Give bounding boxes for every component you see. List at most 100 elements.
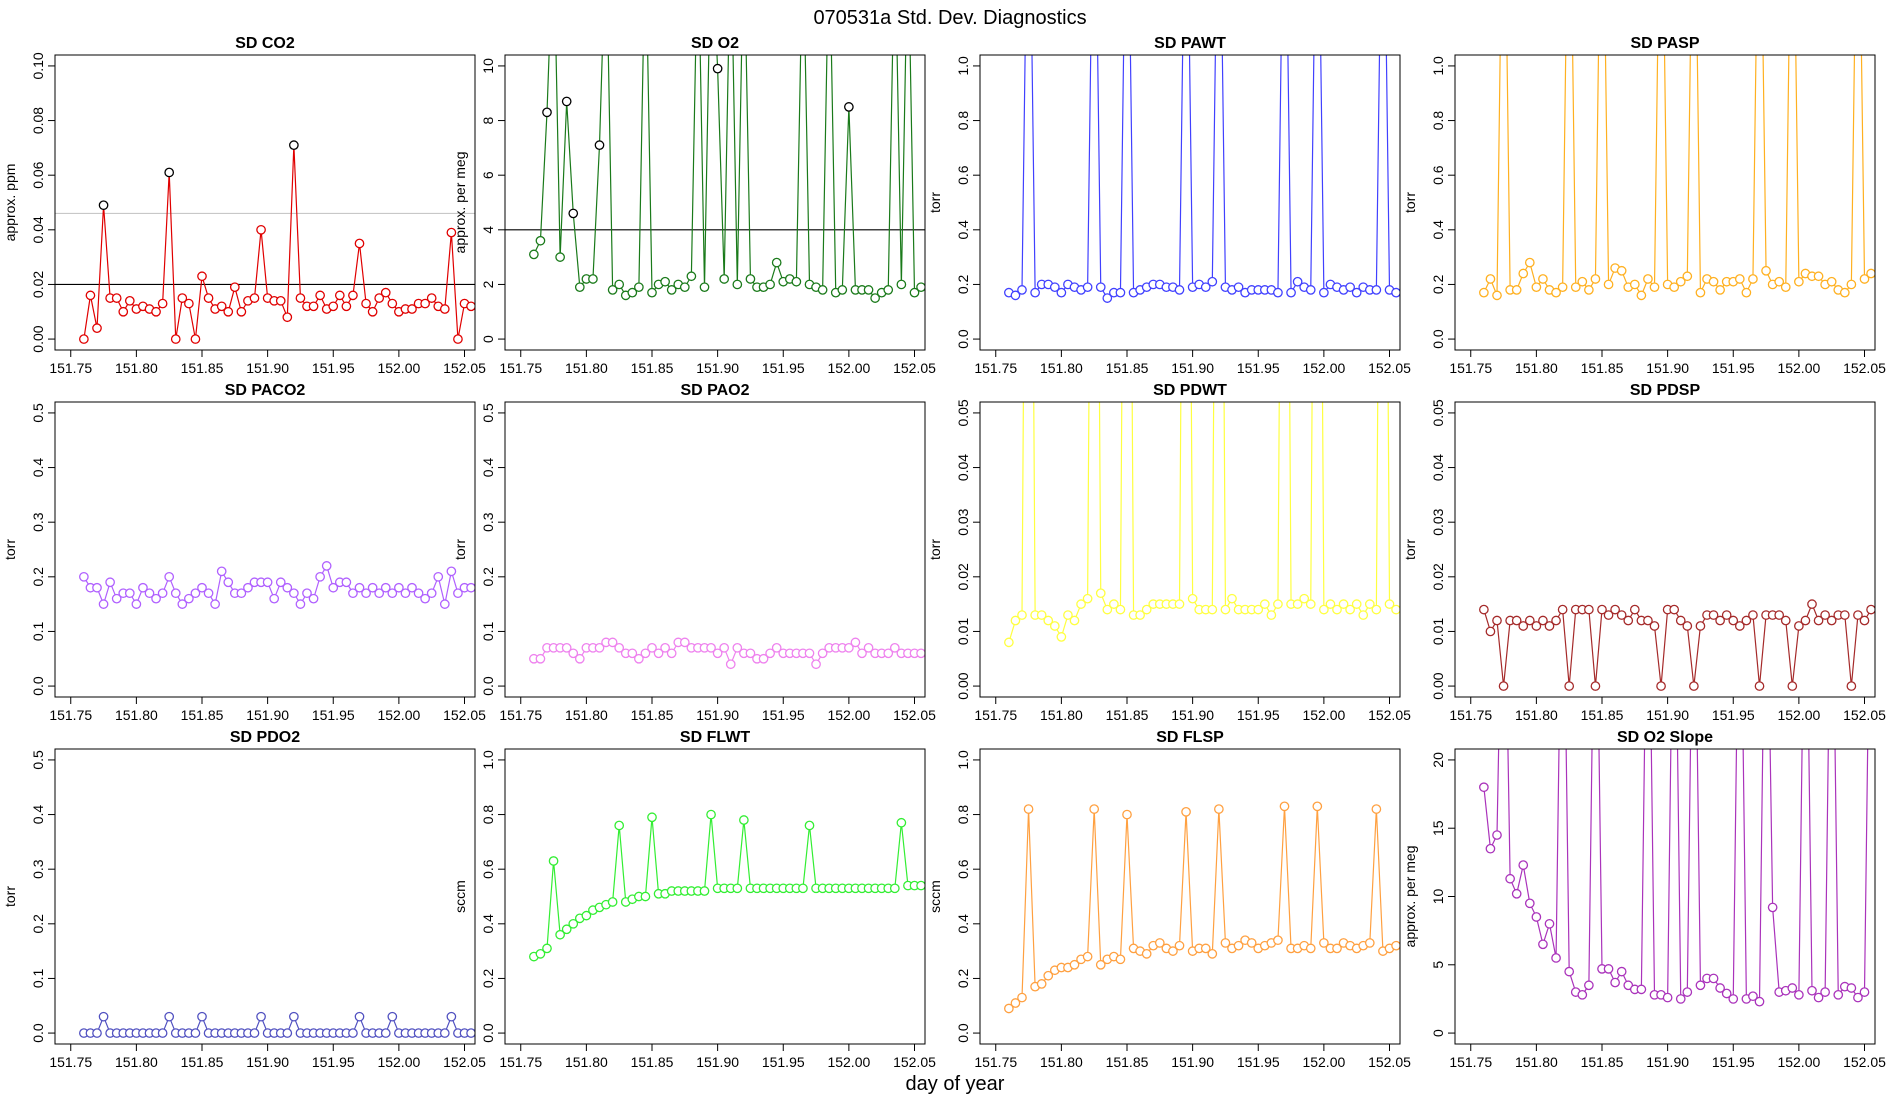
data-point xyxy=(92,582,102,593)
data-point xyxy=(666,648,677,659)
data-point xyxy=(1358,610,1369,620)
data-point xyxy=(1010,615,1021,626)
x-tick-label: 151.75 xyxy=(499,360,542,376)
data-point xyxy=(1319,604,1329,615)
data-point xyxy=(1597,604,1607,615)
y-tick-label: 0.2 xyxy=(480,567,496,587)
data-point xyxy=(719,642,730,653)
x-tick-label: 151.90 xyxy=(1646,1054,1689,1070)
panel-title: SD O2 Slope xyxy=(1617,729,1713,746)
data-point xyxy=(1748,991,1758,1002)
x-tick-label: 152.05 xyxy=(1843,1054,1886,1070)
data-point xyxy=(1004,1003,1014,1014)
data-point xyxy=(732,883,743,894)
x-tick-label: 151.80 xyxy=(1515,707,1558,723)
data-point xyxy=(1319,938,1329,948)
data-point xyxy=(466,1028,475,1038)
data-point xyxy=(712,63,723,74)
x-tick-label: 151.95 xyxy=(762,707,805,723)
data-point xyxy=(1531,282,1542,293)
x-tick-label: 151.95 xyxy=(312,360,355,376)
data-point xyxy=(1518,621,1529,631)
data-point xyxy=(1616,265,1627,276)
data-point xyxy=(262,577,273,588)
x-tick-label: 151.80 xyxy=(115,1054,158,1070)
data-point xyxy=(581,910,592,921)
data-point xyxy=(1319,287,1329,298)
data-point xyxy=(574,282,585,293)
x-tick-label: 152.05 xyxy=(893,1054,936,1070)
data-point xyxy=(367,306,378,317)
y-tick-label: 0.0 xyxy=(30,676,46,696)
y-tick-label: 10 xyxy=(1430,889,1446,905)
data-point xyxy=(1551,287,1561,298)
data-point xyxy=(1866,604,1875,615)
x-tick-label: 151.90 xyxy=(696,707,739,723)
x-tick-label: 151.75 xyxy=(974,360,1017,376)
panel-title: SD PACO2 xyxy=(225,382,306,399)
data-point xyxy=(1787,681,1798,691)
panel: SD PDWT torr 0.00 0.01 0.02 0.03 0.04 0.05 151.7… xyxy=(927,382,1411,723)
data-point xyxy=(1220,604,1231,615)
panel: SD PDSP torr 0.00 0.01 0.02 0.03 0.04 0.05 151.7… xyxy=(1402,382,1886,723)
data-point xyxy=(348,588,358,599)
data-point xyxy=(308,593,319,604)
y-tick-label: 0 xyxy=(480,335,496,343)
data-point xyxy=(1010,290,1021,301)
data-point xyxy=(1017,992,1027,1003)
y-tick-label: 0.05 xyxy=(955,399,971,426)
plot-frame xyxy=(504,401,926,698)
x-tick-label: 152.00 xyxy=(1777,360,1820,376)
data-point xyxy=(98,200,109,211)
data-point xyxy=(1069,615,1080,626)
x-tick-label: 151.85 xyxy=(1581,707,1624,723)
data-point xyxy=(791,276,802,287)
x-tick-label: 151.90 xyxy=(1646,360,1689,376)
data-point xyxy=(699,886,710,896)
data-point xyxy=(1141,604,1152,615)
x-tick-label: 152.05 xyxy=(1368,707,1411,723)
data-point xyxy=(1807,985,1817,996)
data-point xyxy=(1636,984,1647,995)
x-tick-label: 151.85 xyxy=(631,1054,674,1070)
data-point xyxy=(732,279,743,290)
data-point xyxy=(1629,279,1640,290)
data-point xyxy=(1095,959,1106,970)
y-tick-label: 0.1 xyxy=(30,622,46,642)
x-tick-label: 151.80 xyxy=(1515,360,1558,376)
data-point xyxy=(1859,615,1870,626)
data-point xyxy=(105,577,115,588)
data-point xyxy=(647,287,657,298)
x-tick-label: 152.00 xyxy=(827,360,870,376)
data-point xyxy=(634,653,644,664)
data-point xyxy=(1181,806,1191,817)
data-point xyxy=(138,582,148,593)
y-tick-label: 0.0 xyxy=(955,329,971,349)
data-point xyxy=(568,918,579,929)
x-tick-label: 151.95 xyxy=(1237,707,1280,723)
data-point xyxy=(1767,902,1778,913)
data-point xyxy=(1273,935,1283,946)
data-point xyxy=(1682,271,1693,282)
y-axis-label: approx. ppm xyxy=(2,164,18,242)
data-point xyxy=(1794,621,1804,631)
data-point xyxy=(640,648,651,659)
data-point xyxy=(354,1011,365,1022)
data-point xyxy=(407,582,417,593)
data-point xyxy=(1095,588,1106,599)
data-point xyxy=(1623,615,1634,626)
data-point xyxy=(1076,599,1086,609)
x-tick-label: 151.90 xyxy=(246,360,289,376)
data-point xyxy=(203,293,214,303)
data-point xyxy=(1233,940,1244,951)
data-point xyxy=(817,285,828,295)
data-point xyxy=(1564,966,1575,977)
data-point xyxy=(765,648,775,659)
data-point xyxy=(1813,615,1824,626)
plot-frame xyxy=(1454,401,1876,698)
data-point xyxy=(328,582,339,593)
y-axis-label: approx. per meg xyxy=(452,152,468,254)
x-tick-label: 151.75 xyxy=(499,1054,542,1070)
